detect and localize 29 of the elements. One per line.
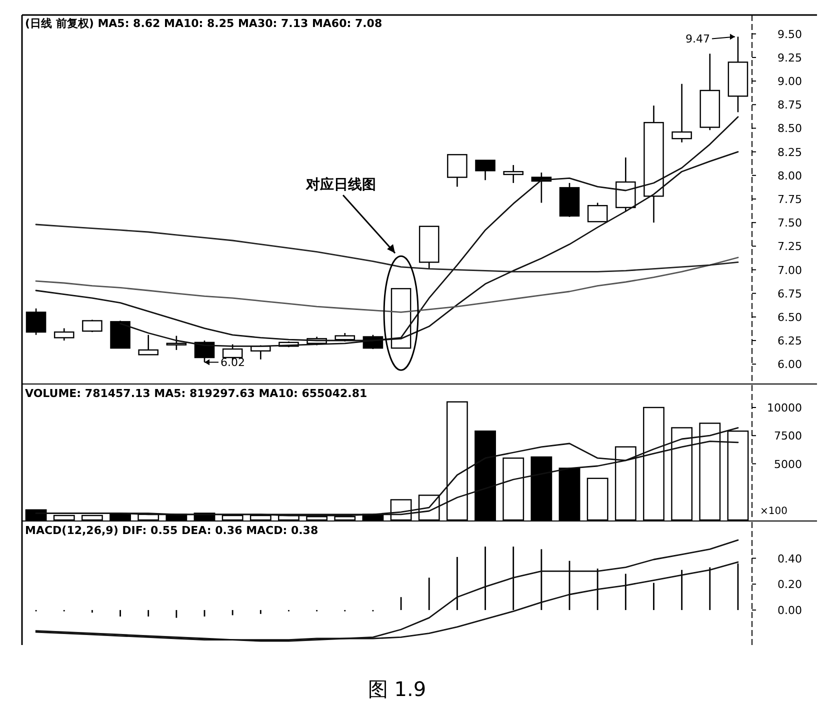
y-tick-label: 0.00 xyxy=(778,604,802,618)
y-tick-label: 5000 xyxy=(774,458,802,471)
y-tick-label: 0.40 xyxy=(778,552,802,566)
y-tick-label: 8.50 xyxy=(778,122,802,136)
y-tick-label: 9.25 xyxy=(778,51,802,64)
y-tick-label: 9.00 xyxy=(778,75,802,88)
annotation: 9.47 xyxy=(685,32,710,46)
caption: 图 1.9 xyxy=(368,677,426,701)
y-tick-label: 8.25 xyxy=(778,146,802,159)
y-tick-label: 10000 xyxy=(767,402,802,414)
y-tick-label: 7.00 xyxy=(778,264,802,277)
y-tick-label: 6.00 xyxy=(778,358,802,372)
y-tick-label: 8.00 xyxy=(778,169,802,182)
y-tick-label: 9.50 xyxy=(778,28,802,41)
y-tick-label: 6.50 xyxy=(778,310,802,324)
y-tick-label: 7500 xyxy=(774,430,802,443)
y-tick-label: 6.75 xyxy=(778,287,802,300)
chart-title: MACD(12,26,9) DIF: 0.55 DEA: 0.36 MACD: 0.38 xyxy=(25,524,318,537)
y-axis-title: ×100 xyxy=(760,506,788,517)
y-tick-label: 0.20 xyxy=(778,578,802,592)
chart-title: (日线 前复权) MA5: 8.62 MA10: 8.25 MA30: 7.13 MA60: 7.08 xyxy=(25,17,382,30)
y-tick-label: 7.25 xyxy=(778,240,802,254)
annotation: 对应日线图 xyxy=(305,176,376,194)
chart-title: VOLUME: 781457.13 MA5: 819297.63 MA10: 655042.81 xyxy=(25,387,368,400)
y-tick-label: 8.75 xyxy=(778,98,802,112)
annotation: 6.02 xyxy=(220,356,245,370)
y-tick-label: 6.25 xyxy=(778,334,802,348)
y-tick-label: 7.75 xyxy=(778,193,802,206)
y-tick-label: 7.50 xyxy=(778,216,802,230)
